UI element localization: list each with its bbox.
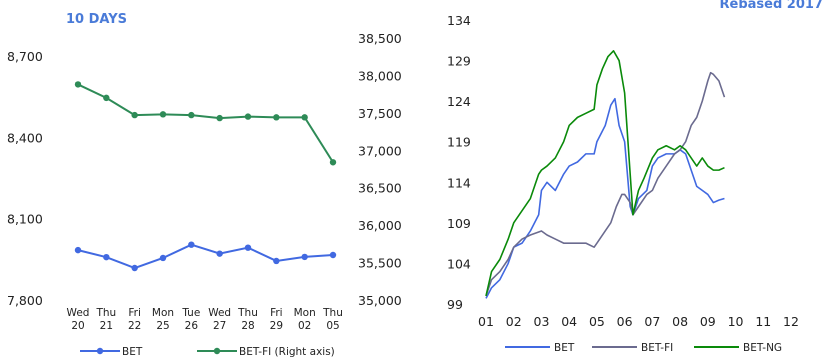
data-point xyxy=(131,111,138,119)
x-tick-day-label: Thu xyxy=(95,307,116,319)
data-point xyxy=(329,251,337,259)
x-tick-date-label: 02 xyxy=(298,320,311,332)
y-tick-label: 99 xyxy=(447,297,463,312)
data-point xyxy=(103,253,110,261)
x-tick-label: 05 xyxy=(589,314,605,329)
x-tick-label: 07 xyxy=(644,314,660,329)
x-tick-label: 11 xyxy=(755,314,771,329)
right-axis-tick-label: 37,500 xyxy=(358,106,402,121)
x-tick-label: 08 xyxy=(672,314,688,329)
legend-label: BET-NG xyxy=(743,342,782,354)
right-chart-panel: Rebased 2017 99 104 109 114 119 124 129 134 01 0… xyxy=(410,0,825,359)
y-tick-label: 124 xyxy=(447,94,471,109)
x-tick-date-label: 27 xyxy=(213,320,226,332)
x-tick-date-label: 05 xyxy=(326,320,339,332)
series-line xyxy=(485,97,725,299)
right-axis-tick-label: 37,000 xyxy=(358,143,402,158)
legend-marker xyxy=(213,347,221,355)
legend-label: BET xyxy=(122,346,143,358)
x-tick-day-label: Tue xyxy=(181,307,200,319)
data-point xyxy=(301,253,308,261)
left-axis-tick-label: 8,100 xyxy=(7,212,43,227)
series-line xyxy=(77,83,334,163)
legend-label: BET xyxy=(554,342,575,354)
x-tick-day-label: Mon xyxy=(294,307,316,319)
y-tick-label: 134 xyxy=(447,13,471,28)
x-tick-day-label: Fri xyxy=(128,307,141,319)
data-point xyxy=(216,114,223,122)
data-point xyxy=(103,94,110,102)
right-axis-tick-label: 38,500 xyxy=(358,31,402,46)
x-tick-date-label: 26 xyxy=(185,320,199,332)
data-point xyxy=(159,254,167,262)
data-point xyxy=(74,246,82,254)
data-point xyxy=(188,241,195,248)
data-point xyxy=(131,264,138,272)
right-axis-tick-label: 38,000 xyxy=(358,68,402,83)
x-tick-date-label: 20 xyxy=(71,320,84,332)
data-point xyxy=(244,244,252,251)
x-tick-date-label: 22 xyxy=(128,320,141,332)
y-tick-label: 119 xyxy=(447,135,471,150)
data-point xyxy=(188,111,195,119)
series-line xyxy=(485,71,726,297)
y-tick-label: 114 xyxy=(447,175,471,190)
x-tick-label: 02 xyxy=(506,314,522,329)
x-tick-date-label: 21 xyxy=(100,320,113,332)
data-point xyxy=(273,114,280,121)
x-tick-day-label: Thu xyxy=(237,307,258,319)
data-point xyxy=(159,111,167,118)
x-tick-label: 09 xyxy=(700,314,716,329)
right-chart-title: Rebased 2017 xyxy=(720,0,823,12)
data-point xyxy=(244,113,252,120)
legend-label: BET-FI (Right axis) xyxy=(239,346,335,358)
left-axis-tick-label: 7,800 xyxy=(7,293,43,308)
y-tick-label: 109 xyxy=(447,216,471,231)
x-tick-date-label: 25 xyxy=(156,320,169,332)
x-tick-label: 12 xyxy=(783,314,799,329)
series-line xyxy=(485,50,725,297)
data-point xyxy=(273,257,280,265)
x-tick-date-label: 28 xyxy=(241,320,254,332)
x-tick-label: 04 xyxy=(561,314,577,329)
right-axis-tick-label: 36,500 xyxy=(358,181,402,196)
y-tick-label: 104 xyxy=(447,256,471,271)
left-axis-tick-label: 8,700 xyxy=(7,49,43,64)
x-tick-day-label: Wed xyxy=(208,307,231,319)
x-tick-label: 10 xyxy=(728,314,744,329)
x-tick-label: 01 xyxy=(478,314,494,329)
data-point xyxy=(216,250,223,257)
x-tick-day-label: Thu xyxy=(322,307,343,319)
left-chart-title: 10 DAYS xyxy=(66,12,127,27)
x-tick-date-label: 29 xyxy=(270,320,283,332)
x-tick-label: 06 xyxy=(617,314,633,329)
series-line xyxy=(77,243,334,270)
left-axis-tick-label: 8,400 xyxy=(7,130,43,145)
x-tick-day-label: Mon xyxy=(152,307,174,319)
right-axis-tick-label: 36,000 xyxy=(358,218,402,233)
ten-day-chart: 10 DAYS 7,800 8,100 8,400 8,700 35,000 35,50… xyxy=(7,12,402,358)
rebased-chart: Rebased 2017 99 104 109 114 119 124 129 134 01 0… xyxy=(447,0,823,354)
legend-marker xyxy=(96,347,104,355)
legend-label: BET-FI xyxy=(641,342,673,354)
left-chart-panel: 10 DAYS 7,800 8,100 8,400 8,700 35,000 35,50… xyxy=(0,0,410,359)
data-point xyxy=(74,81,82,88)
data-point xyxy=(301,114,308,121)
right-axis-tick-label: 35,500 xyxy=(358,256,402,271)
y-tick-label: 129 xyxy=(447,54,471,69)
x-tick-label: 03 xyxy=(534,314,550,329)
x-tick-day-label: Fri xyxy=(270,307,283,319)
right-axis-tick-label: 35,000 xyxy=(358,293,402,308)
data-point xyxy=(329,159,337,166)
x-tick-day-label: Wed xyxy=(67,307,90,319)
